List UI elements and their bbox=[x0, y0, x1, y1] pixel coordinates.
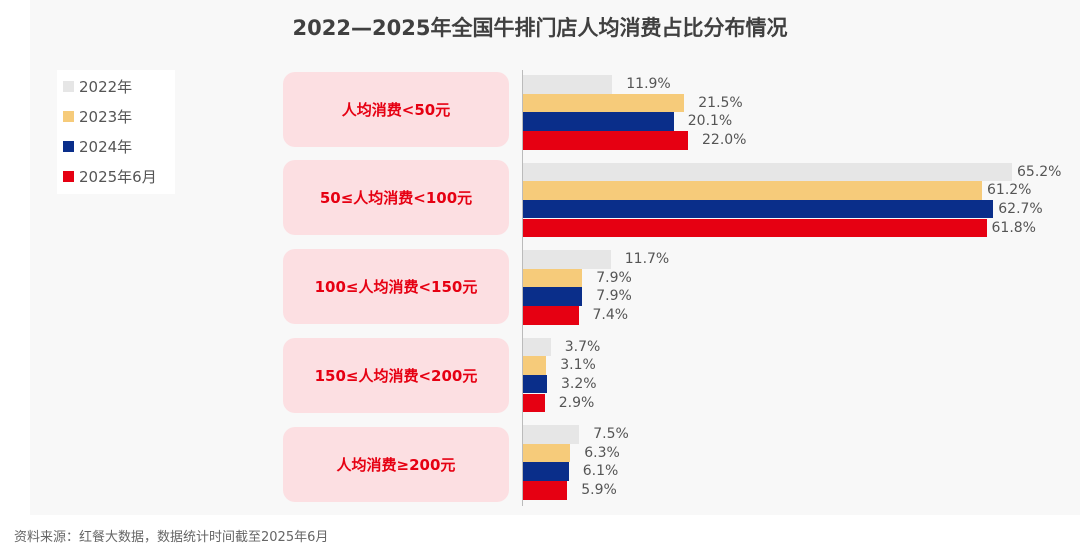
bar bbox=[523, 93, 685, 113]
data-label: 21.5% bbox=[698, 94, 743, 111]
bar bbox=[523, 337, 551, 356]
bar bbox=[523, 199, 994, 219]
data-label: 61.8% bbox=[991, 219, 1036, 236]
data-label: 62.7% bbox=[998, 200, 1043, 217]
legend-item: 2024年 bbox=[63, 136, 132, 156]
bar bbox=[523, 443, 571, 463]
bar bbox=[523, 75, 613, 94]
data-label: 3.2% bbox=[561, 375, 597, 392]
bar bbox=[523, 181, 982, 200]
bar bbox=[523, 481, 568, 500]
data-label: 7.4% bbox=[592, 307, 629, 324]
data-label: 7.9% bbox=[596, 269, 632, 286]
data-label: 61.2% bbox=[987, 182, 1032, 199]
category-label: 150≤人均消费<200元 bbox=[283, 338, 509, 413]
data-label: 5.9% bbox=[581, 482, 617, 499]
data-label: 65.2% bbox=[1017, 163, 1062, 180]
data-label: 7.9% bbox=[596, 288, 632, 305]
legend-swatch bbox=[63, 80, 74, 92]
bar bbox=[523, 287, 583, 306]
legend-item: 2023年 bbox=[63, 106, 132, 126]
data-label: 22.0% bbox=[702, 132, 747, 149]
data-label: 6.3% bbox=[584, 444, 620, 461]
data-label: 6.1% bbox=[582, 463, 619, 480]
data-label: 20.1% bbox=[687, 113, 733, 130]
category-axis bbox=[522, 70, 523, 506]
data-label: 11.9% bbox=[626, 76, 671, 92]
bar bbox=[523, 218, 987, 238]
bar bbox=[523, 131, 688, 150]
data-label: 11.7% bbox=[624, 251, 670, 267]
bar bbox=[523, 112, 674, 131]
legend-swatch bbox=[63, 170, 74, 182]
bar bbox=[523, 268, 583, 288]
data-label: 7.5% bbox=[593, 426, 629, 442]
category-label: 100≤人均消费<150元 bbox=[283, 249, 509, 324]
category-label: 人均消费<50元 bbox=[283, 72, 509, 147]
bar bbox=[523, 393, 545, 413]
data-label: 3.1% bbox=[560, 357, 596, 374]
category-label: 50≤人均消费<100元 bbox=[283, 160, 509, 235]
bar bbox=[523, 162, 1012, 181]
bar bbox=[523, 462, 569, 481]
chart-title: 2022—2025年全国牛排门店人均消费占比分布情况 bbox=[292, 16, 788, 40]
legend: 2022年 2023年 2024年 2025年6月 bbox=[57, 70, 175, 194]
legend-item: 2025年6月 bbox=[63, 166, 157, 186]
bar bbox=[523, 374, 547, 394]
legend-item: 2022年 bbox=[63, 76, 132, 96]
bar bbox=[523, 306, 579, 325]
legend-label: 2025年6月 bbox=[79, 167, 157, 186]
category-label: 人均消费≥200元 bbox=[283, 427, 509, 502]
bar bbox=[523, 425, 580, 444]
bar bbox=[523, 250, 611, 269]
legend-swatch bbox=[63, 140, 74, 152]
legend-label: 2023年 bbox=[79, 107, 133, 126]
legend-label: 2022年 bbox=[79, 77, 133, 96]
legend-label: 2024年 bbox=[79, 137, 133, 156]
source-note: 资料来源：红餐大数据，数据统计时间截至2025年6月 bbox=[14, 530, 329, 545]
legend-swatch bbox=[63, 110, 74, 122]
data-label: 2.9% bbox=[558, 394, 595, 411]
data-label: 3.7% bbox=[564, 338, 601, 355]
bar bbox=[523, 356, 547, 375]
